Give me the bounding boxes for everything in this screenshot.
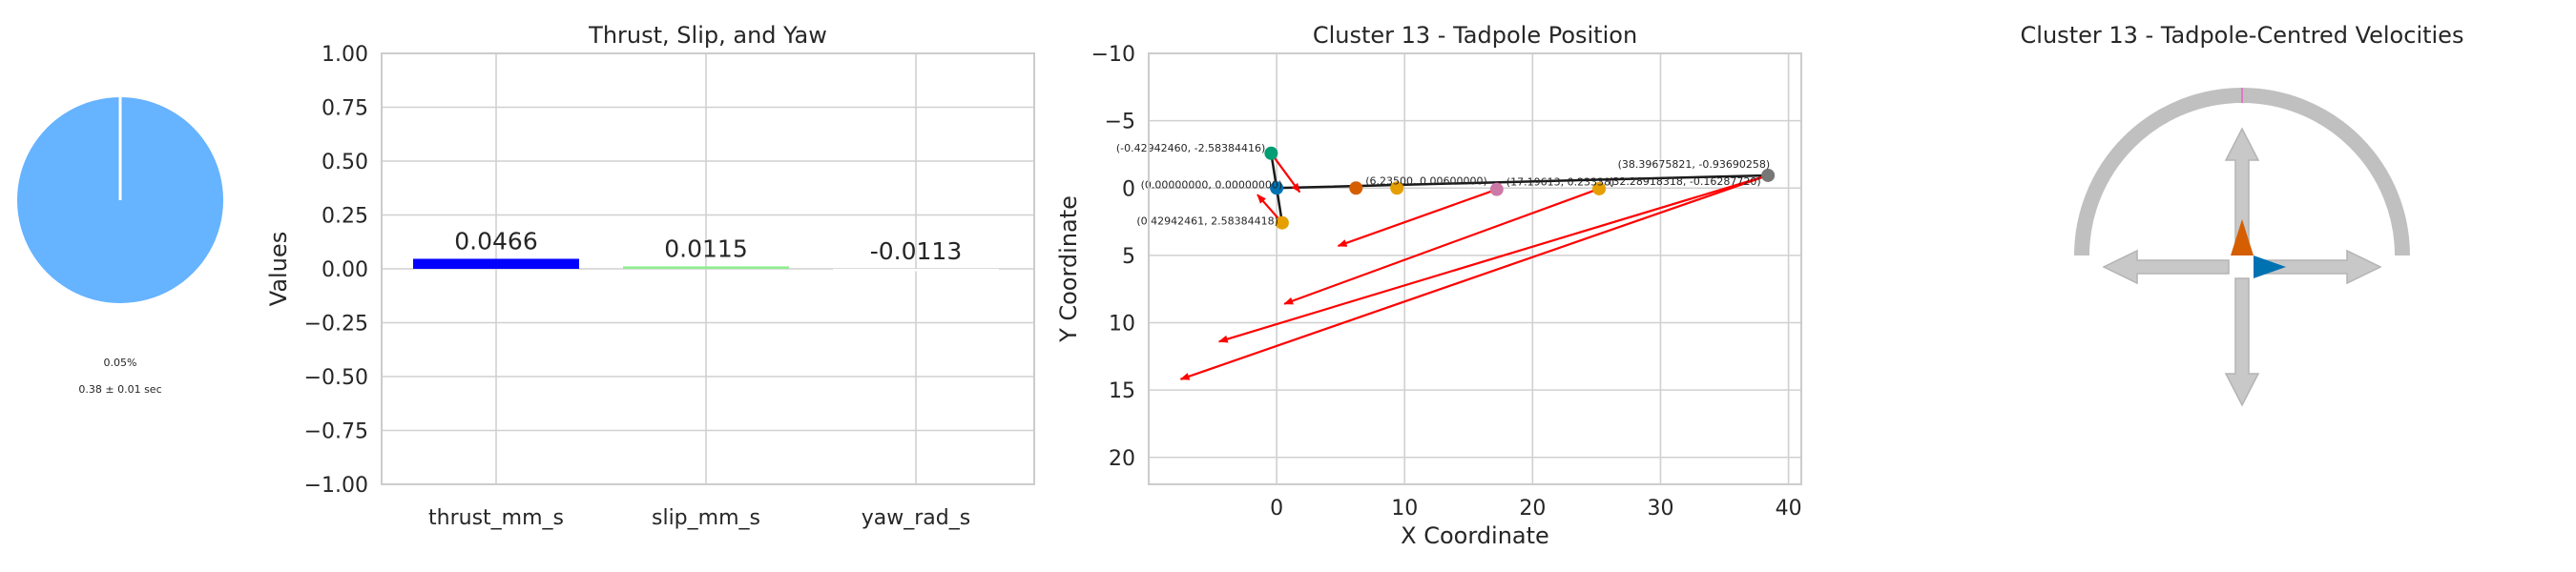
- position-chart-y-tick: 15: [1109, 379, 1135, 403]
- bar-chart-y-tick: 0.00: [322, 258, 368, 282]
- position-point: [1275, 215, 1289, 230]
- bar-chart-y-ticks: 1.00 0.75 0.50 0.25 0.00 −0.25 −0.50 −0.75 −1.00: [304, 43, 368, 498]
- bar-chart-panel: Thrust, Slip, and Yaw 1.00 0.75 0.50 0.25 0.…: [265, 22, 1035, 530]
- position-point: [1270, 181, 1284, 195]
- position-chart-x-tick: 40: [1776, 497, 1802, 521]
- bar-thrust_mm_s: [413, 258, 579, 269]
- bar-chart-y-tick: −0.25: [304, 313, 368, 337]
- position-chart-y-tick: 0: [1122, 177, 1135, 201]
- position-point: [1592, 181, 1607, 195]
- position-chart-title: Cluster 13 - Tadpole Position: [1313, 22, 1637, 49]
- position-point: [1390, 181, 1404, 195]
- bar-chart-y-label: Values: [265, 232, 292, 306]
- compass-up-arrow-icon: [2224, 127, 2260, 247]
- compass-left-arrow-icon: [2102, 249, 2230, 285]
- position-chart-y-tick: −5: [1105, 111, 1135, 134]
- velocity-arrow: [1283, 187, 1600, 305]
- bar-chart-y-tick: −1.00: [304, 474, 368, 498]
- position-point-label: (38.39675821, -0.93690258): [1618, 158, 1771, 171]
- position-point-label: (32.28918318, -0.16287720): [1609, 175, 1761, 188]
- bar-chart-frame: [381, 52, 1035, 485]
- position-point-label: (6.23500, 0.00600000): [1365, 174, 1487, 187]
- pie-percent-label: 0.05%: [104, 357, 137, 369]
- compass-down-arrow-icon: [2224, 277, 2260, 407]
- compass-cross: [2102, 127, 2382, 407]
- velocity-arrow: [1337, 188, 1498, 248]
- bar-chart-bars: 0.0466 0.0115 -0.0113: [413, 227, 999, 272]
- position-point: [1489, 182, 1504, 196]
- position-chart-x-tick: 20: [1519, 497, 1546, 521]
- pie-chart: [17, 96, 224, 303]
- bar-chart-y-tick: 0.50: [322, 151, 368, 174]
- forward-velocity-arrow-icon: [2231, 219, 2254, 255]
- pie-time-label: 0.38 ± 0.01 sec: [78, 383, 161, 396]
- position-chart-ticks: 0 10 20 30 40 −10 −5 0 5 10 15 20: [1091, 43, 1802, 521]
- position-point-label: (0.42942461, 2.58384418): [1136, 215, 1278, 228]
- bar-chart-y-tick: 0.25: [322, 205, 368, 229]
- position-chart-y-label: Y Coordinate: [1055, 195, 1082, 343]
- bar-value-label: 0.0115: [664, 235, 747, 262]
- bar-chart-x-tick: slip_mm_s: [652, 506, 760, 530]
- position-chart-frame: [1148, 52, 1802, 485]
- bar-chart-x-tick: thrust_mm_s: [428, 506, 564, 530]
- velocity-compass-panel: Cluster 13 - Tadpole-Centred Velocities: [2021, 22, 2464, 407]
- bar-chart-y-tick: 0.75: [322, 97, 368, 121]
- position-chart-x-tick: 10: [1391, 497, 1418, 521]
- position-chart-y-tick: 10: [1109, 313, 1135, 337]
- position-chart-content: (-0.42942460, -2.58384416) (0.42942461, 2…: [1116, 142, 1776, 380]
- bar-chart-x-tick: yaw_rad_s: [862, 506, 970, 530]
- bar-chart-x-ticks: thrust_mm_s slip_mm_s yaw_rad_s: [428, 506, 970, 530]
- bar-chart-y-tick: −0.50: [304, 366, 368, 390]
- position-chart-x-label: X Coordinate: [1401, 522, 1549, 549]
- bar-chart-y-tick: −0.75: [304, 420, 368, 444]
- position-chart-y-tick: −10: [1091, 43, 1135, 67]
- bar-slip_mm_s: [623, 266, 789, 269]
- velocity-arrow: [1179, 174, 1769, 380]
- bar-value-label: 0.0466: [454, 227, 537, 255]
- position-point: [1264, 146, 1278, 160]
- position-point: [1349, 181, 1363, 195]
- side-velocity-arrow-icon: [2254, 255, 2286, 278]
- position-point-label: (-0.42942460, -2.58384416): [1116, 142, 1265, 154]
- position-chart-x-tick: 0: [1270, 497, 1283, 521]
- position-point-label: (17.19613, 0.23338): [1506, 176, 1615, 189]
- position-point-label: (0.00000000, 0.00000000): [1141, 178, 1283, 191]
- compass-right-arrow-icon: [2254, 249, 2382, 285]
- position-chart-panel: Cluster 13 - Tadpole Position 0 10 20 30 40 −…: [1055, 22, 1802, 549]
- position-chart-y-tick: 20: [1109, 447, 1135, 471]
- bar-chart-title: Thrust, Slip, and Yaw: [588, 22, 827, 49]
- position-chart-y-tick: 5: [1122, 245, 1135, 269]
- bar-yaw_rad_s: [833, 269, 999, 272]
- velocity-arrow: [1217, 174, 1769, 343]
- compass-title: Cluster 13 - Tadpole-Centred Velocities: [2021, 22, 2464, 49]
- pie-panel: 0.05% 0.38 ± 0.01 sec: [17, 96, 224, 396]
- position-point: [1761, 168, 1776, 182]
- bar-value-label: -0.0113: [870, 237, 963, 265]
- velocity-arrow: [1270, 153, 1301, 194]
- bar-chart-y-tick: 1.00: [322, 43, 368, 67]
- position-chart-x-tick: 30: [1647, 497, 1673, 521]
- position-chart-grid: [1149, 52, 1801, 484]
